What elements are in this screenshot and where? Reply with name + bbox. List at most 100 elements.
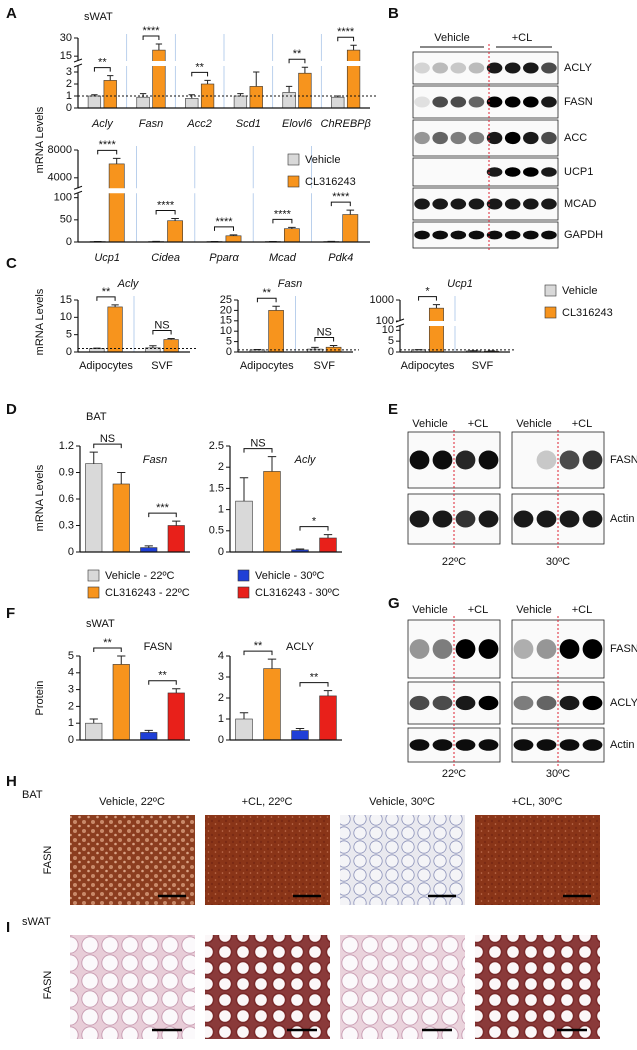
blot-band bbox=[432, 230, 448, 240]
significance-label: ** bbox=[293, 48, 302, 60]
legend-swatch bbox=[544, 306, 557, 319]
y-tick-label: 0 bbox=[226, 346, 232, 358]
x-tick-label: Cidea bbox=[151, 252, 180, 264]
stain-label: FASN bbox=[42, 846, 54, 875]
y-tick-label: 1.2 bbox=[59, 440, 74, 452]
panel-heading: BAT bbox=[86, 411, 107, 423]
significance-bracket bbox=[288, 58, 306, 64]
error-bar bbox=[111, 304, 119, 307]
blot-band bbox=[409, 450, 430, 470]
chart-title: Fasn bbox=[278, 278, 302, 290]
bar bbox=[103, 80, 117, 109]
y-tick-label: 1000 bbox=[370, 294, 394, 306]
error-bar bbox=[188, 94, 195, 99]
y-tick-label: 2 bbox=[218, 692, 224, 704]
blot-header: +CL bbox=[572, 604, 593, 616]
bar bbox=[346, 49, 361, 109]
blot-band bbox=[504, 230, 521, 240]
y-tick-label: 3 bbox=[66, 66, 72, 78]
y-tick-label: 5 bbox=[388, 335, 394, 347]
blot-header: Vehicle bbox=[434, 32, 469, 44]
blot-header: +CL bbox=[512, 32, 533, 44]
blot-band bbox=[536, 639, 557, 659]
y-tick-label: 10 bbox=[382, 324, 394, 336]
bar bbox=[112, 664, 130, 741]
blot-band bbox=[468, 131, 485, 145]
significance-label: *** bbox=[156, 502, 170, 514]
blot-band bbox=[541, 230, 557, 240]
blot-row-label: Actin bbox=[610, 739, 634, 751]
significance-label: **** bbox=[337, 26, 355, 38]
blot-band bbox=[523, 131, 539, 145]
y-tick-label: 3 bbox=[68, 684, 74, 696]
histology-texture bbox=[475, 815, 600, 905]
error-bar bbox=[167, 337, 175, 340]
y-tick-label: 30 bbox=[60, 32, 72, 44]
axis-break-mark bbox=[73, 185, 83, 195]
error-bar bbox=[272, 305, 280, 311]
x-tick-label: SVF bbox=[472, 360, 494, 372]
x-tick-label: ChREBPβ bbox=[321, 118, 372, 130]
panel-label: C bbox=[6, 255, 17, 272]
blot-band bbox=[536, 695, 557, 711]
y-tick-label: 0 bbox=[68, 734, 74, 746]
blot-band bbox=[450, 230, 467, 240]
significance-bracket bbox=[330, 201, 351, 207]
chart-title: Acly bbox=[117, 278, 140, 290]
significance-label: ** bbox=[158, 670, 167, 682]
blot-band bbox=[513, 639, 534, 659]
significance-label: NS bbox=[154, 319, 169, 331]
blot-band bbox=[455, 639, 476, 659]
blot-band bbox=[468, 96, 485, 108]
blot-band bbox=[523, 96, 539, 108]
bar bbox=[108, 163, 125, 243]
panel-label: E bbox=[388, 401, 398, 418]
x-tick-label: Mcad bbox=[269, 252, 297, 264]
y-tick-label: 0 bbox=[218, 734, 224, 746]
x-tick-label: Adipocytes bbox=[401, 360, 455, 372]
y-tick-label: 5 bbox=[68, 650, 74, 662]
y-tick-label: 0 bbox=[66, 236, 72, 248]
blot-row-label: ACLY bbox=[610, 697, 637, 709]
blot-band bbox=[450, 62, 467, 74]
y-tick-label: 0 bbox=[68, 546, 74, 558]
y-tick-label: 15 bbox=[60, 50, 72, 62]
bar bbox=[140, 732, 158, 741]
legend-label: Vehicle - 22ºC bbox=[105, 570, 174, 582]
bar bbox=[136, 96, 150, 109]
significance-label: **** bbox=[215, 216, 233, 228]
significance-label: ** bbox=[98, 57, 107, 69]
blot-band bbox=[414, 230, 430, 240]
y-tick-label: 4 bbox=[68, 667, 74, 679]
blot-band bbox=[536, 510, 557, 528]
y-tick-label: 0 bbox=[218, 546, 224, 558]
error-bar bbox=[117, 655, 126, 665]
y-tick-label: 4000 bbox=[48, 172, 72, 184]
bar bbox=[85, 463, 103, 553]
significance-bracket bbox=[93, 67, 111, 72]
blot-band bbox=[478, 510, 499, 528]
blot-band bbox=[582, 510, 603, 528]
blot-header: Vehicle bbox=[412, 604, 447, 616]
tissue-label: BAT bbox=[22, 789, 43, 801]
y-tick-label: 50 bbox=[60, 214, 72, 226]
blot-band bbox=[559, 639, 580, 659]
error-bar bbox=[288, 226, 296, 229]
blot-band bbox=[582, 695, 603, 711]
panel-label: B bbox=[388, 5, 399, 22]
blot-band bbox=[541, 198, 557, 210]
significance-label: NS bbox=[250, 438, 265, 450]
error-bar bbox=[155, 43, 163, 51]
error-bar bbox=[237, 93, 244, 96]
blot-band bbox=[582, 739, 603, 751]
significance-bracket bbox=[191, 71, 209, 77]
temperature-label: 30ºC bbox=[546, 556, 570, 568]
significance-bracket bbox=[314, 337, 335, 342]
histology-texture bbox=[340, 935, 465, 1039]
bar bbox=[225, 235, 242, 243]
temperature-label: 30ºC bbox=[546, 768, 570, 780]
bar bbox=[167, 692, 185, 741]
bar bbox=[263, 471, 281, 553]
y-tick-label: 1 bbox=[66, 90, 72, 102]
